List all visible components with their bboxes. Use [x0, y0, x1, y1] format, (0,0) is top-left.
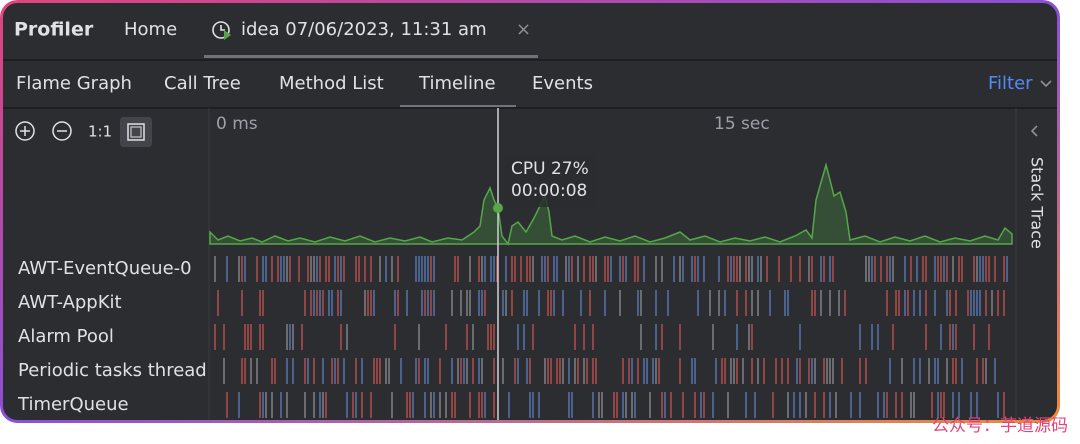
- filter-chevron: [1040, 80, 1052, 88]
- side-panel-tab[interactable]: Stack Trace: [1028, 157, 1047, 249]
- home-tab[interactable]: Home: [124, 19, 177, 40]
- thread-activity: [214, 256, 1008, 418]
- zoom-in[interactable]: [15, 121, 35, 141]
- watermark: 公众号：芋道源码: [932, 416, 1068, 436]
- thread-name: TimerQueue: [17, 394, 129, 415]
- filter-button[interactable]: Filter: [988, 73, 1033, 94]
- thread-name: Periodic tasks thread: [18, 360, 207, 381]
- thread-name: Alarm Pool: [18, 326, 114, 347]
- cursor-point: [493, 203, 503, 213]
- tooltip-cpu: CPU 27%: [511, 159, 589, 179]
- tooltip-time: 00:00:08: [511, 181, 587, 201]
- view-tab[interactable]: Events: [532, 73, 593, 94]
- zoom-out[interactable]: [52, 121, 72, 141]
- view-tab[interactable]: Flame Graph: [16, 73, 132, 94]
- thread-name: AWT-EventQueue-0: [18, 258, 192, 279]
- collapse-chevron[interactable]: [1030, 125, 1038, 137]
- time-tick-label: 15 sec: [714, 114, 770, 134]
- zoom-reset[interactable]: 1:1: [88, 123, 112, 141]
- run-icon: [224, 30, 231, 40]
- active-tab-underline: [204, 55, 538, 58]
- tooltip: [504, 155, 596, 207]
- view-tab[interactable]: Call Tree: [164, 73, 241, 94]
- app-title: Profiler: [14, 19, 94, 41]
- thread-name: AWT-AppKit: [18, 292, 122, 313]
- cpu-graph: [209, 162, 1013, 246]
- active-view-underline: [400, 105, 516, 108]
- view-tab[interactable]: Method List: [279, 73, 384, 94]
- close-tab[interactable]: ×: [516, 19, 531, 40]
- fit-button[interactable]: [120, 117, 152, 147]
- window-frame: [0, 0, 1060, 423]
- time-tick-label: 0 ms: [216, 114, 258, 134]
- session-icon: [212, 21, 230, 39]
- session-tab[interactable]: idea 07/06/2023, 11:31 am: [241, 19, 487, 40]
- view-tab[interactable]: Timeline: [418, 73, 496, 94]
